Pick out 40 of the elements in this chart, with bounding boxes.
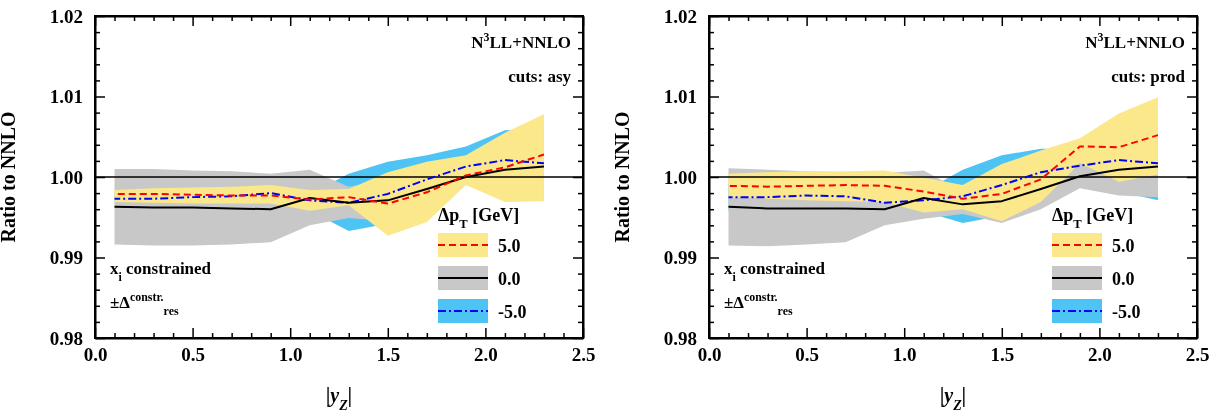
y-tick-label: 1.00 bbox=[49, 166, 83, 188]
x-tick-label: 1.0 bbox=[278, 344, 303, 365]
legend-label: -5.0 bbox=[1112, 302, 1141, 322]
annotation: x$_{i}$ constrained bbox=[724, 259, 826, 284]
y-tick-label: 0.98 bbox=[663, 327, 697, 349]
y-tick-label: 0.99 bbox=[49, 247, 83, 269]
legend-label: 0.0 bbox=[1112, 269, 1135, 289]
y-axis-title: Ratio to NNLO bbox=[611, 111, 633, 243]
legend-title: Δp$_{T}$ [GeV] bbox=[1052, 205, 1134, 231]
x-tick-label: 0.0 bbox=[83, 344, 108, 365]
annotation: N$^{3}$LL+NNLO bbox=[1085, 30, 1185, 52]
x-axis-title: |y$_{Z}$| bbox=[325, 384, 353, 410]
legend-label: 5.0 bbox=[1112, 236, 1135, 256]
x-tick-label: 1.0 bbox=[892, 344, 917, 365]
annotation: cuts: prod bbox=[1111, 67, 1186, 86]
x-tick-label: 1.5 bbox=[376, 344, 401, 365]
legend-label: -5.0 bbox=[498, 302, 527, 322]
annotation: x$_{i}$ constrained bbox=[110, 259, 212, 284]
y-tick-label: 0.99 bbox=[663, 247, 697, 269]
annotation: N$^{3}$LL+NNLO bbox=[471, 30, 571, 52]
y-tick-label: 1.02 bbox=[49, 5, 83, 27]
y-tick-label: 1.01 bbox=[663, 86, 697, 108]
y-tick-label: 0.98 bbox=[49, 327, 83, 349]
legend-label: 5.0 bbox=[498, 236, 521, 256]
x-tick-label: 2.0 bbox=[1088, 344, 1112, 365]
y-tick-label: 1.02 bbox=[663, 5, 697, 27]
annotation: cuts: asy bbox=[508, 67, 572, 86]
x-tick-label: 0.0 bbox=[697, 344, 722, 365]
x-axis-title: |y$_{Z}$| bbox=[939, 384, 967, 410]
x-tick-label: 0.5 bbox=[181, 344, 205, 365]
x-tick-label: 2.0 bbox=[474, 344, 498, 365]
x-tick-label: 2.5 bbox=[571, 344, 596, 365]
x-tick-label: 1.5 bbox=[990, 344, 1015, 365]
legend-title: Δp$_{T}$ [GeV] bbox=[438, 205, 520, 231]
y-tick-label: 1.00 bbox=[663, 166, 697, 188]
y-tick-label: 1.01 bbox=[49, 86, 83, 108]
legend-label: 0.0 bbox=[498, 269, 521, 289]
x-tick-label: 0.5 bbox=[795, 344, 819, 365]
y-axis-title: Ratio to NNLO bbox=[0, 111, 19, 243]
x-tick-label: 2.5 bbox=[1185, 344, 1210, 365]
